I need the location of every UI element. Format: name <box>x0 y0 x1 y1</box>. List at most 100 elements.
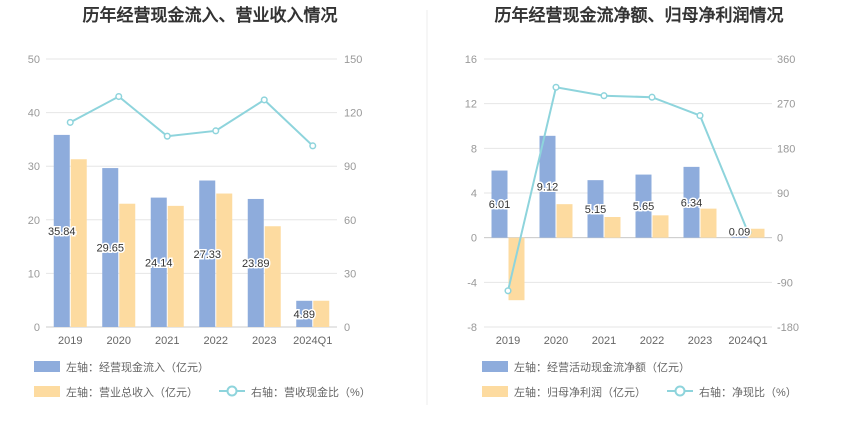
left-tick-label: 8 <box>471 143 477 155</box>
bar <box>119 203 136 327</box>
bar-value-label: 9.12 <box>537 182 558 194</box>
line-point <box>115 92 123 101</box>
legend-swatch <box>34 386 60 397</box>
legend: 左轴：经营现金流入（亿元） 左轴：营业总收入（亿元） 右轴：营收现金比（%） <box>34 360 371 399</box>
x-tick-label: 2023 <box>252 335 276 347</box>
line-point <box>648 93 656 101</box>
bar-value-label: 29.65 <box>96 243 124 255</box>
bar <box>53 134 70 327</box>
x-tick-label: 2022 <box>640 335 664 347</box>
ratio-line <box>504 83 752 295</box>
bar <box>508 237 525 301</box>
chart-panel-cash-inflow-revenue: 历年经营现金流入、营业收入情况 0 10 20 30 40 50 0 30 60 90 120 15… <box>28 5 371 399</box>
bar <box>264 226 281 327</box>
ratio-series-line <box>507 86 749 291</box>
left-tick-label: 4 <box>471 188 477 200</box>
x-tick-label: 2022 <box>204 335 228 347</box>
left-axis: 0 10 20 30 40 50 <box>28 54 40 334</box>
x-axis: 2019 2020 2021 2022 2023 2024Q1 <box>496 335 768 347</box>
legend-marker <box>226 385 238 397</box>
bar-value-label: 0.09 <box>729 227 750 239</box>
right-tick-label: 150 <box>344 54 362 66</box>
x-tick-label: 2024Q1 <box>293 335 332 347</box>
right-tick-label: 360 <box>777 54 795 66</box>
legend-swatch <box>482 361 508 372</box>
legend-item-cash-inflow[interactable]: 左轴：经营现金流入（亿元） <box>34 360 209 374</box>
right-tick-label: -180 <box>777 322 799 334</box>
bar <box>604 217 621 238</box>
left-tick-label: 0 <box>34 322 40 334</box>
legend: 左轴：经营活动现金流净额（亿元） 左轴：归母净利润（亿元） 右轴：净现比（%） <box>482 360 797 399</box>
left-tick-label: 0 <box>471 233 477 245</box>
left-tick-label: 16 <box>465 54 477 66</box>
right-tick-label: 270 <box>777 99 795 111</box>
bar <box>731 236 748 238</box>
line-point <box>744 228 752 236</box>
left-tick-label: -8 <box>467 322 477 334</box>
bar-value-label: 24.14 <box>145 257 173 269</box>
bar <box>167 205 184 327</box>
left-tick-label: 10 <box>28 268 40 280</box>
right-tick-label: 0 <box>344 322 350 334</box>
x-tick-label: 2020 <box>544 335 568 347</box>
right-tick-label: 120 <box>344 108 362 120</box>
left-tick-label: 40 <box>28 108 40 120</box>
right-tick-label: -90 <box>777 277 793 289</box>
bar <box>70 159 87 327</box>
line-point <box>696 112 704 120</box>
line-point <box>600 92 608 100</box>
bar-value-label: 6.01 <box>489 199 510 211</box>
bar <box>199 180 216 327</box>
left-tick-label: 30 <box>28 161 40 173</box>
line-point <box>260 96 268 104</box>
right-tick-label: 60 <box>344 215 356 227</box>
bars <box>491 135 765 301</box>
bar-value-label: 27.33 <box>193 249 221 261</box>
x-tick-label: 2020 <box>107 335 131 347</box>
chart-title: 历年经营现金流净额、归母净利润情况 <box>495 5 784 25</box>
data-labels: 6.01 9.12 5.15 5.65 6.34 0.09 <box>487 180 751 240</box>
bar <box>556 204 573 238</box>
right-tick-label: 90 <box>344 161 356 173</box>
grid-lines <box>46 58 337 328</box>
legend-item-net-cash-ratio[interactable]: 右轴：净现比（%） <box>667 385 797 399</box>
legend-label: 右轴：营收现金比（%） <box>251 385 371 399</box>
bar <box>587 180 604 238</box>
legend-marker <box>674 385 686 397</box>
legend-label: 左轴：营业总收入（亿元） <box>66 385 198 399</box>
legend-item-net-profit[interactable]: 左轴：归母净利润（亿元） <box>482 385 646 399</box>
bar <box>296 300 313 327</box>
line-point <box>309 142 317 150</box>
left-tick-label: -4 <box>467 277 477 289</box>
right-tick-label: 30 <box>344 268 356 280</box>
legend-item-net-cash[interactable]: 左轴：经营活动现金流净额（亿元） <box>482 360 690 374</box>
right-tick-label: 90 <box>777 188 789 200</box>
legend-item-revenue[interactable]: 左轴：营业总收入（亿元） <box>34 385 198 399</box>
bar <box>700 208 717 238</box>
bar <box>216 193 233 327</box>
bar-value-label: 35.84 <box>48 226 76 238</box>
left-tick-label: 20 <box>28 215 40 227</box>
x-tick-label: 2021 <box>155 335 179 347</box>
right-tick-label: 0 <box>777 233 783 245</box>
legend-swatch <box>482 386 508 397</box>
bar <box>247 198 264 327</box>
bar <box>150 197 167 327</box>
line-point <box>552 83 560 91</box>
right-tick-label: 180 <box>777 143 795 155</box>
left-tick-label: 50 <box>28 54 40 66</box>
bar-value-label: 5.15 <box>585 204 606 216</box>
chart-title: 历年经营现金流入、营业收入情况 <box>83 5 338 25</box>
bar <box>652 215 669 238</box>
bar <box>313 300 330 327</box>
bar <box>683 166 700 238</box>
legend-item-ratio[interactable]: 右轴：营收现金比（%） <box>219 385 371 399</box>
bar <box>491 170 508 238</box>
left-axis: -8 -4 0 4 8 12 16 <box>465 54 477 334</box>
chart-panel-net-cash-profit: 历年经营现金流净额、归母净利润情况 -8 -4 0 4 8 12 16 -180 -90 0 90… <box>465 5 799 399</box>
x-tick-label: 2023 <box>688 335 712 347</box>
bars <box>53 134 330 327</box>
bar <box>748 228 765 238</box>
grid-lines <box>484 58 772 328</box>
legend-label: 右轴：净现比（%） <box>699 385 797 399</box>
